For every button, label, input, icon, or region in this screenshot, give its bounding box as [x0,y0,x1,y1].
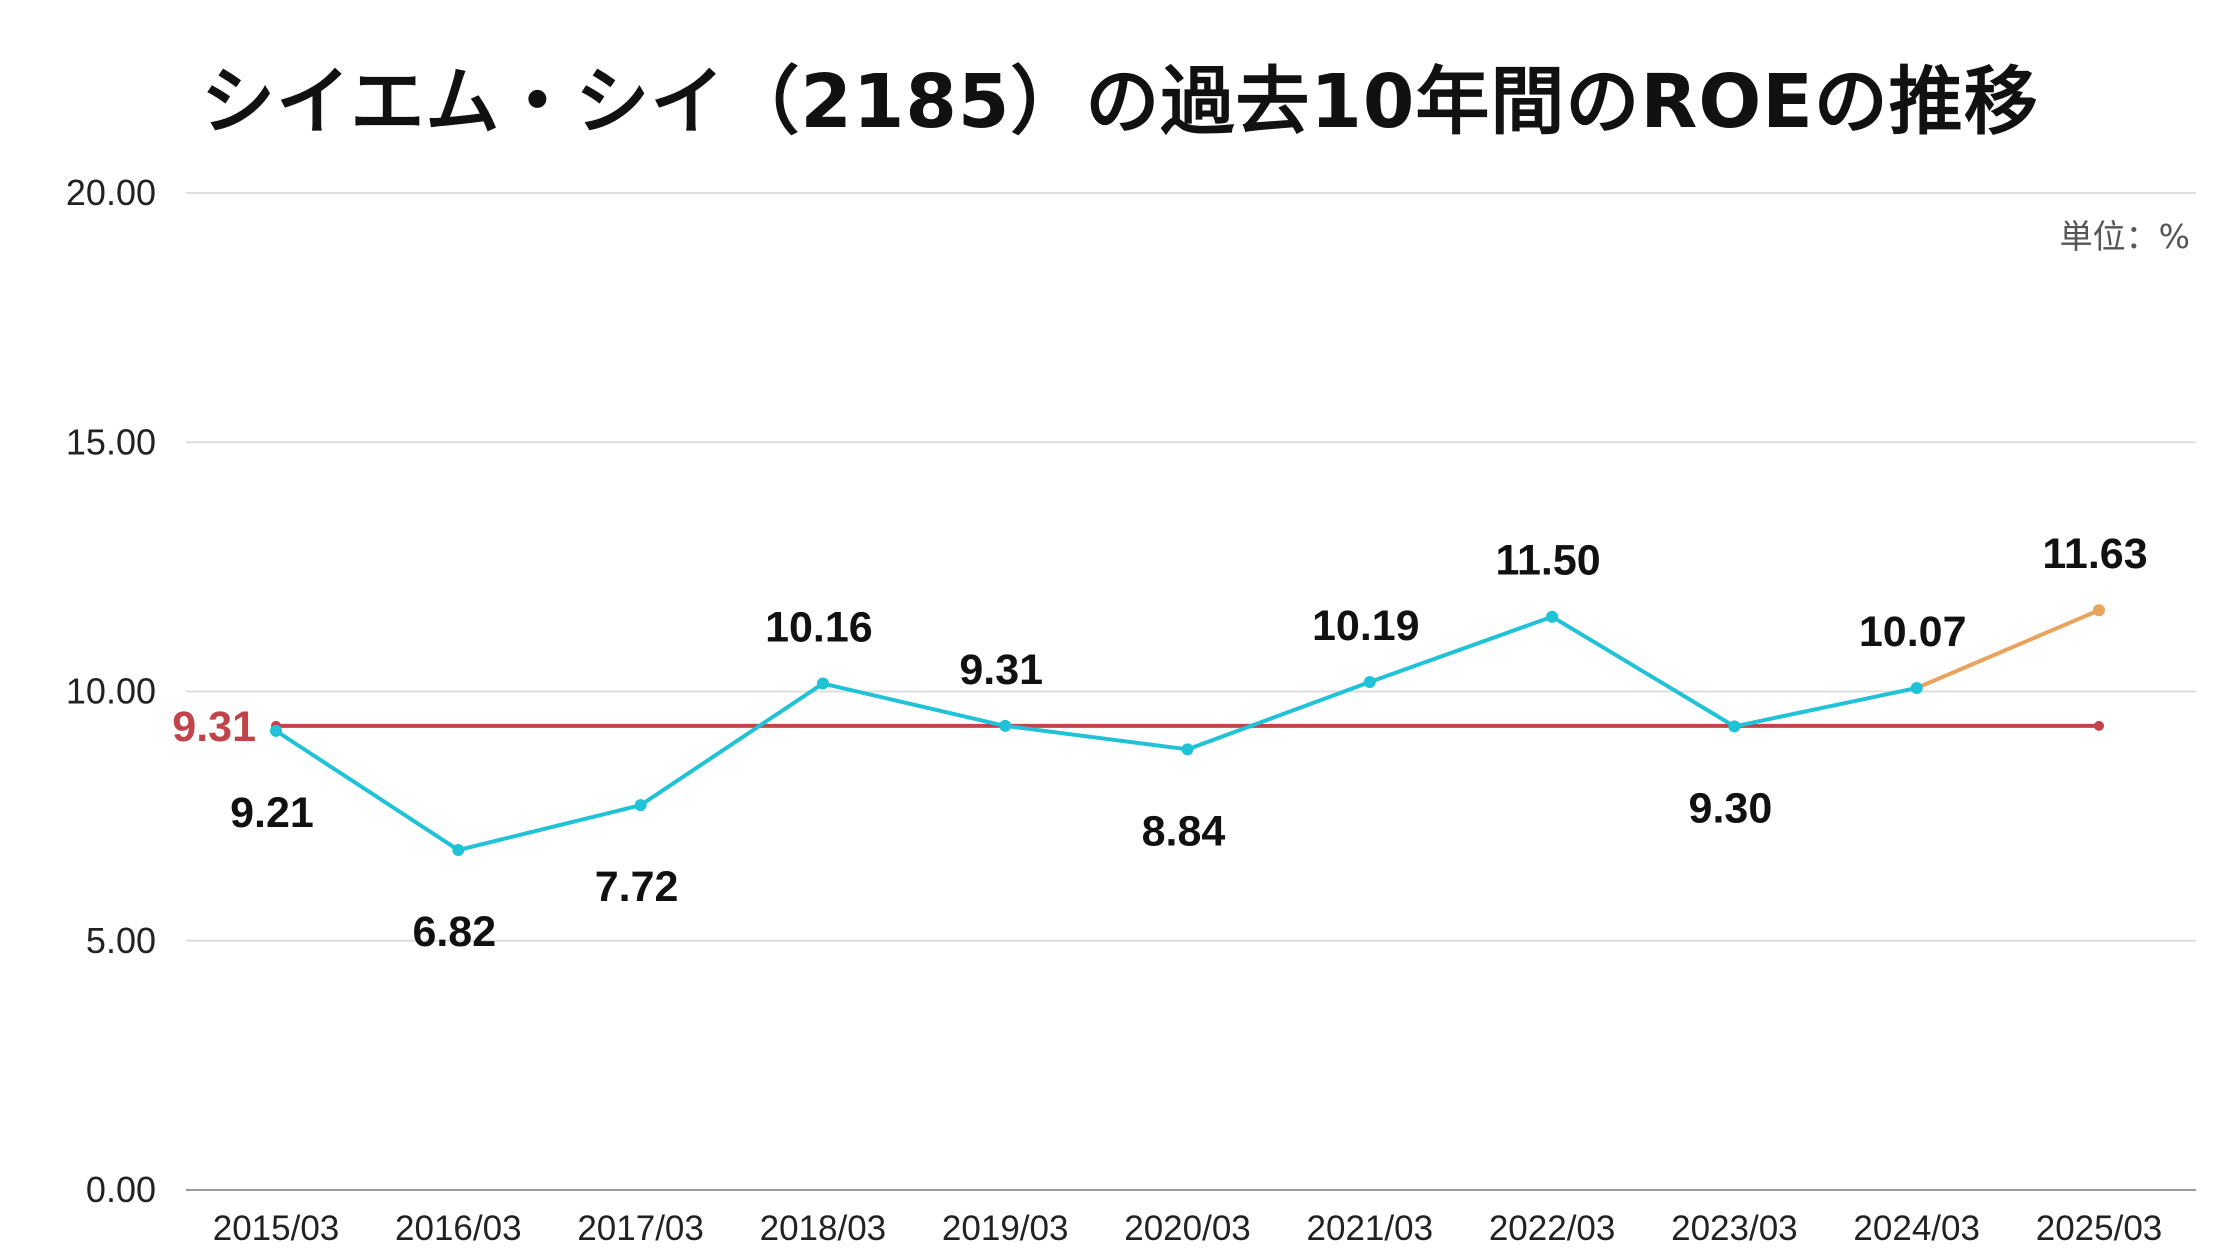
data-point [1728,720,1741,733]
data-point [1546,610,1559,623]
x-tick-label: 2021/03 [1307,1209,1434,1248]
data-point [452,844,465,857]
x-tick-label: 2020/03 [1124,1209,1251,1248]
x-tick-label: 2025/03 [2036,1209,2163,1248]
x-tick-label: 2015/03 [213,1209,340,1248]
average-label: 9.31 [172,703,256,751]
chart-title: シイエム・シイ（2185）の過去10年間のROEの推移 [201,59,2039,145]
data-label: 6.82 [412,908,496,956]
x-tick-label: 2024/03 [1853,1209,1980,1248]
data-point [999,719,1012,732]
data-label: 9.31 [959,646,1043,694]
y-tick-label: 20.00 [66,172,156,213]
data-point [2093,604,2105,617]
roe-forecast-line [1915,608,2100,690]
data-label: 9.21 [230,789,314,837]
data-label: 11.63 [2042,530,2147,578]
data-point [270,724,282,737]
data-label: 10.19 [1312,602,1420,650]
data-label: 8.84 [1142,807,1226,855]
data-point [1363,676,1376,689]
average-point-end [2094,720,2104,731]
y-tick-label: 15.00 [66,421,156,462]
unit-label: 単位：% [2059,217,2190,256]
x-tick-label: 2019/03 [942,1209,1069,1248]
x-tick-label: 2022/03 [1489,1209,1616,1248]
data-label: 9.30 [1689,784,1773,832]
data-point [1910,682,1923,695]
data-label: 11.50 [1495,537,1600,585]
y-tick-label: 0.00 [86,1169,156,1210]
data-label: 10.07 [1859,608,1967,656]
x-tick-label: 2023/03 [1671,1209,1798,1248]
y-tick-label: 10.00 [66,671,156,712]
x-tick-label: 2017/03 [577,1209,704,1248]
data-label: 10.16 [765,604,873,652]
data-label: 7.72 [595,863,679,911]
data-point [1181,743,1194,756]
x-tick-label: 2018/03 [760,1209,887,1248]
data-point [816,677,829,690]
x-tick-label: 2016/03 [395,1209,522,1248]
data-point [634,799,647,812]
roe-series-line [274,614,1918,853]
y-tick-label: 5.00 [86,920,156,961]
